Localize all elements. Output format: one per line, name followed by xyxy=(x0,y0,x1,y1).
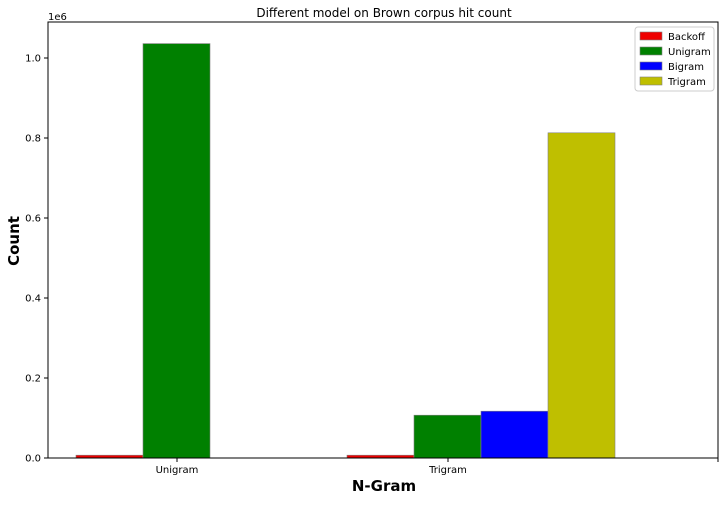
y-tick-label: 0.2 xyxy=(25,374,41,385)
y-axis-scale-label: 1e6 xyxy=(48,12,67,23)
legend-label-trigram: Trigram xyxy=(667,77,706,88)
bar-bigram-trigram xyxy=(480,410,549,459)
x-axis-label: N-Gram xyxy=(352,477,416,495)
bar-unigram-unigram xyxy=(142,43,211,459)
legend-swatch-unigram xyxy=(639,46,663,56)
x-axis-ticks: Unigram Trigram xyxy=(156,458,719,476)
y-axis-ticks: 0.0 0.2 0.4 0.6 0.8 1.0 xyxy=(25,54,48,465)
legend-swatch-bigram xyxy=(639,61,663,71)
x-tick-label: Trigram xyxy=(428,465,467,476)
bar-unigram-trigram xyxy=(413,414,482,459)
y-tick-label: 0.4 xyxy=(25,294,41,305)
legend-label-bigram: Bigram xyxy=(668,62,704,73)
y-tick-label: 0.6 xyxy=(25,214,41,225)
chart-title: Different model on Brown corpus hit coun… xyxy=(256,6,512,20)
y-tick-label: 0.8 xyxy=(25,134,41,145)
legend-label-backoff: Backoff xyxy=(668,32,706,43)
y-tick-label: 1.0 xyxy=(25,54,41,65)
plot-frame xyxy=(47,21,719,459)
bars xyxy=(75,43,616,459)
bar-trigram-trigram xyxy=(547,132,616,459)
y-axis-label: Count xyxy=(5,216,23,266)
legend: Backoff Unigram Bigram Trigram xyxy=(634,26,715,92)
legend-box xyxy=(634,26,715,92)
legend-swatch-backoff xyxy=(639,31,663,41)
legend-swatch-trigram xyxy=(639,76,663,86)
x-tick-label: Unigram xyxy=(156,465,199,476)
legend-label-unigram: Unigram xyxy=(668,47,711,58)
y-tick-label: 0.0 xyxy=(25,454,41,465)
